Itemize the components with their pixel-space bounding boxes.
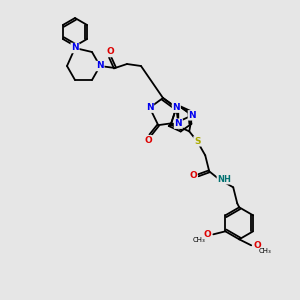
Text: N: N	[71, 44, 79, 52]
Text: O: O	[144, 136, 152, 145]
Text: S: S	[194, 137, 200, 146]
Text: O: O	[254, 241, 261, 250]
Text: O: O	[203, 230, 211, 239]
Text: N: N	[96, 61, 104, 70]
Text: N: N	[175, 119, 182, 128]
Text: N: N	[172, 103, 180, 112]
Text: N: N	[188, 111, 196, 120]
Text: CH₃: CH₃	[259, 248, 272, 254]
Text: O: O	[189, 171, 197, 180]
Text: O: O	[106, 47, 114, 56]
Text: N: N	[146, 103, 154, 112]
Text: NH: NH	[217, 175, 231, 184]
Text: CH₃: CH₃	[193, 237, 206, 243]
